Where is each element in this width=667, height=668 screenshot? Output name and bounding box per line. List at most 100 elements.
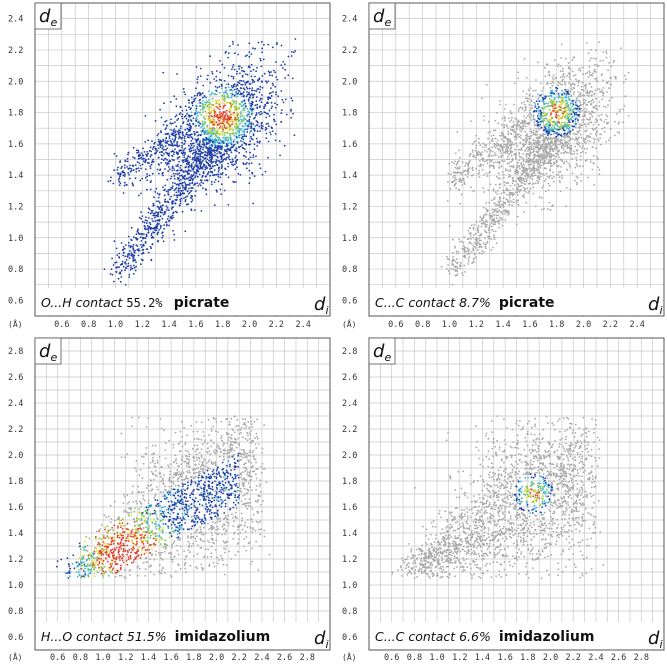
data-point — [559, 83, 562, 86]
data-point — [478, 242, 481, 245]
data-point — [520, 176, 523, 179]
data-point — [471, 149, 474, 152]
data-point — [182, 185, 184, 187]
data-point — [208, 127, 211, 129]
data-point — [502, 176, 505, 179]
data-point — [192, 173, 195, 176]
data-point — [460, 240, 463, 243]
data-point — [569, 68, 572, 71]
data-point — [248, 111, 251, 114]
data-point — [590, 57, 592, 59]
data-point — [535, 151, 538, 153]
data-point — [170, 129, 173, 131]
data-point — [541, 90, 543, 92]
data-point — [236, 70, 239, 73]
data-point — [522, 170, 525, 173]
data-point — [230, 116, 233, 119]
data-point — [470, 224, 473, 227]
data-point — [508, 117, 510, 120]
data-point — [514, 180, 517, 182]
data-point — [554, 97, 556, 99]
data-point — [190, 107, 192, 109]
data-point — [275, 91, 277, 94]
data-point — [220, 142, 223, 144]
data-point — [202, 139, 205, 142]
data-point — [169, 139, 172, 142]
data-point — [163, 158, 166, 160]
data-point — [550, 99, 553, 102]
data-point — [496, 112, 498, 114]
data-point — [504, 213, 507, 216]
data-point — [189, 197, 192, 199]
data-point — [202, 106, 204, 108]
data-point — [554, 146, 557, 149]
data-point — [249, 116, 251, 118]
data-point — [129, 268, 132, 271]
data-point — [215, 159, 218, 161]
data-point — [546, 63, 548, 66]
data-point — [194, 176, 196, 179]
data-point — [585, 91, 587, 94]
data-point — [252, 134, 255, 137]
data-point — [248, 118, 251, 121]
data-point — [585, 99, 587, 102]
data-point — [589, 136, 592, 139]
data-point — [546, 162, 548, 165]
data-point — [124, 269, 126, 272]
data-point — [519, 167, 521, 170]
data-point — [525, 137, 528, 140]
data-point — [542, 100, 545, 103]
data-point — [586, 140, 589, 142]
data-point — [261, 81, 263, 83]
data-point — [191, 102, 194, 105]
data-point — [213, 204, 216, 207]
data-point — [459, 267, 462, 270]
data-point — [207, 129, 210, 132]
data-point — [509, 110, 512, 112]
data-point — [199, 155, 202, 158]
data-point — [241, 146, 244, 149]
data-point — [206, 158, 209, 161]
data-point — [505, 198, 508, 201]
data-point — [225, 89, 228, 92]
data-point — [172, 167, 175, 170]
data-point — [575, 99, 578, 102]
data-point — [241, 83, 244, 86]
data-point — [215, 70, 218, 72]
data-point — [565, 94, 568, 97]
data-point — [537, 103, 539, 105]
data-point — [499, 197, 502, 199]
data-point — [229, 113, 232, 116]
data-point — [602, 79, 604, 82]
data-point — [227, 86, 230, 88]
data-point — [588, 118, 591, 121]
data-point — [260, 121, 263, 124]
data-point — [132, 260, 135, 262]
data-point — [256, 120, 259, 123]
data-point — [259, 113, 262, 116]
data-point — [190, 187, 193, 189]
data-point — [231, 89, 234, 92]
data-point — [539, 161, 542, 164]
data-point — [223, 189, 226, 192]
data-point — [187, 155, 190, 158]
data-point — [176, 73, 178, 75]
data-point — [578, 126, 581, 129]
data-point — [209, 101, 211, 104]
data-point — [544, 143, 547, 146]
data-point — [601, 59, 604, 62]
data-point — [524, 125, 527, 128]
data-point — [498, 226, 501, 229]
data-point — [195, 140, 198, 143]
data-point — [211, 72, 214, 75]
data-point — [245, 143, 248, 145]
data-point — [528, 98, 531, 100]
data-point — [245, 105, 247, 107]
data-point — [149, 146, 152, 149]
data-point — [525, 97, 527, 100]
data-point — [109, 179, 112, 182]
data-point — [197, 148, 200, 151]
data-point — [529, 163, 531, 166]
data-point — [485, 172, 488, 175]
data-point — [516, 223, 518, 226]
